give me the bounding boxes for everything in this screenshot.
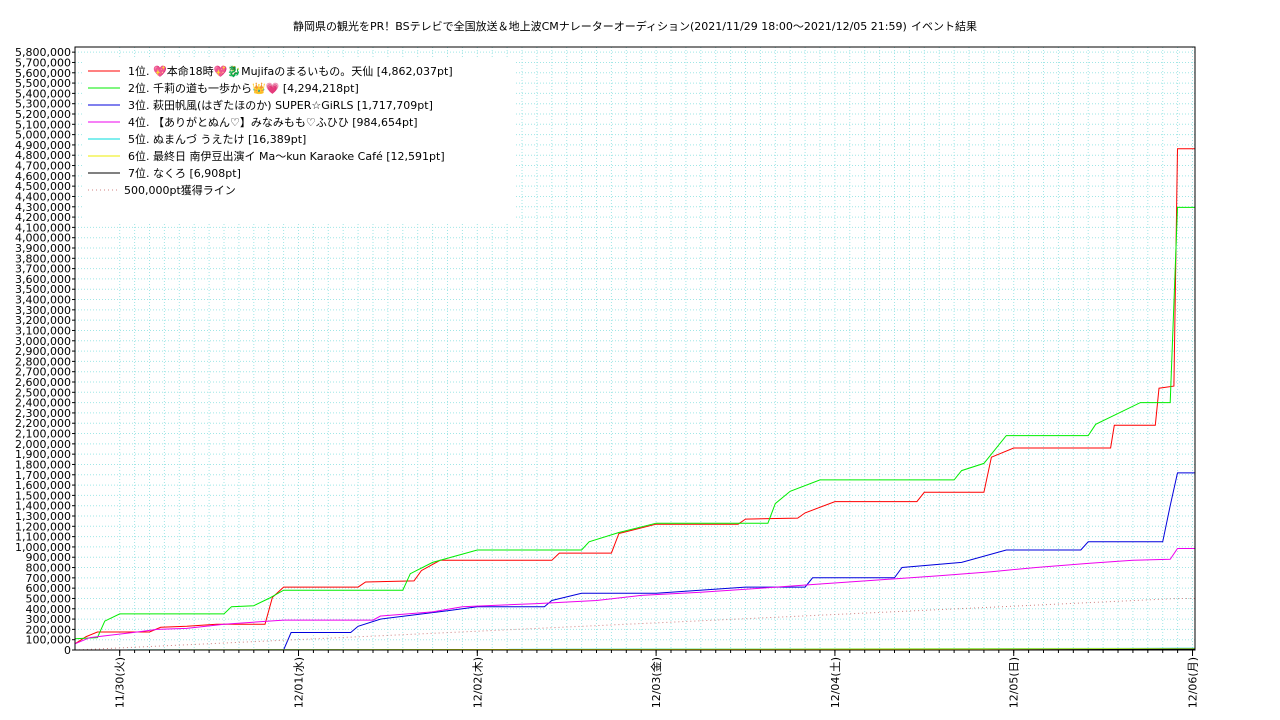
x-tick-label: 12/06(月) xyxy=(1187,657,1200,708)
y-tick-label: 5,700,000 xyxy=(15,56,71,69)
y-tick-label: 2,300,000 xyxy=(15,407,71,420)
y-tick-label: 3,400,000 xyxy=(15,294,71,307)
y-tick-label: 2,000,000 xyxy=(15,438,71,451)
y-tick-label: 1,200,000 xyxy=(15,520,71,533)
y-tick-label: 4,000,000 xyxy=(15,232,71,245)
series-lines xyxy=(74,148,1195,651)
y-tick-label: 3,100,000 xyxy=(15,324,71,337)
y-tick-label: 300,000 xyxy=(26,613,72,626)
y-tick-label: 2,800,000 xyxy=(15,355,71,368)
series-line xyxy=(74,206,1195,640)
y-tick-label: 2,200,000 xyxy=(15,417,71,430)
y-tick-label: 0 xyxy=(64,644,71,657)
y-tick-label: 3,800,000 xyxy=(15,252,71,265)
grid xyxy=(75,47,1195,651)
y-tick-label: 3,900,000 xyxy=(15,242,71,255)
y-tick-label: 4,500,000 xyxy=(15,180,71,193)
legend-box xyxy=(82,58,514,223)
legend-label: 2位. 千莉の道も一歩から👑💗 [4,294,218pt] xyxy=(128,81,359,95)
y-tick-label: 1,600,000 xyxy=(15,479,71,492)
y-tick-label: 1,100,000 xyxy=(15,531,71,544)
y-tick-label: 2,700,000 xyxy=(15,366,71,379)
x-tick-label: 12/01(水) xyxy=(293,657,306,708)
y-tick-label: 1,300,000 xyxy=(15,510,71,523)
y-tick-label: 4,600,000 xyxy=(15,170,71,183)
y-tick-label: 5,100,000 xyxy=(15,118,71,131)
y-tick-label: 1,000,000 xyxy=(15,541,71,554)
x-tick-label: 12/02(木) xyxy=(471,657,484,708)
y-tick-label: 1,800,000 xyxy=(15,458,71,471)
y-tick-label: 800,000 xyxy=(26,562,72,575)
legend-label: 5位. ぬまんづ うえたけ [16,389pt] xyxy=(128,132,306,146)
y-tick-label: 4,800,000 xyxy=(15,149,71,162)
legend-label: 1位. 💖本命18時💖🐉Mujifaのまるいもの。天仙 [4,862,037pt… xyxy=(128,64,453,78)
x-tick-label: 12/03(金) xyxy=(649,657,663,708)
y-tick-label: 1,500,000 xyxy=(15,489,71,502)
y-tick-label: 3,300,000 xyxy=(15,304,71,317)
series-line xyxy=(74,548,1195,645)
series-line xyxy=(75,472,1195,651)
y-axis: 0100,000200,000300,000400,000500,000600,… xyxy=(15,46,75,657)
x-tick-label: 12/05(日) xyxy=(1008,657,1021,708)
y-tick-label: 2,100,000 xyxy=(15,428,71,441)
y-tick-label: 200,000 xyxy=(26,623,72,636)
chart-title: 静岡県の観光をPR！BSテレビで全国放送＆地上波CMナレーターオーディション(2… xyxy=(293,19,907,33)
y-tick-label: 5,200,000 xyxy=(15,108,71,121)
y-tick-label: 400,000 xyxy=(26,603,72,616)
x-tick-label: 12/04(土) xyxy=(829,657,842,708)
legend: 1位. 💖本命18時💖🐉Mujifaのまるいもの。天仙 [4,862,037pt… xyxy=(88,64,453,197)
y-tick-label: 5,400,000 xyxy=(15,87,71,100)
y-tick-label: 4,200,000 xyxy=(15,211,71,224)
y-tick-label: 4,900,000 xyxy=(15,139,71,152)
y-tick-label: 4,400,000 xyxy=(15,190,71,203)
chart-subtitle: イベント結果 xyxy=(911,19,977,33)
y-tick-label: 4,700,000 xyxy=(15,160,71,173)
legend-label: 7位. なくろ [6,908pt] xyxy=(128,166,241,180)
y-tick-label: 2,500,000 xyxy=(15,386,71,399)
y-tick-label: 100,000 xyxy=(26,634,72,647)
legend-label: 4位. 【ありがとぬん♡】みなみもも♡ふひひ [984,654pt] xyxy=(128,115,418,129)
y-tick-label: 2,900,000 xyxy=(15,345,71,358)
y-tick-label: 500,000 xyxy=(26,592,72,605)
y-tick-label: 5,300,000 xyxy=(15,98,71,111)
x-axis: 11/30(火) 12/01(水) 12/02(木) 12/03(金) 12/04(土)… xyxy=(114,650,1200,708)
legend-label: 3位. 萩田帆風(はぎたほのか) SUPER☆GiRLS [1,717,709p… xyxy=(128,98,433,112)
y-tick-label: 5,000,000 xyxy=(15,129,71,142)
y-tick-label: 3,000,000 xyxy=(15,335,71,348)
y-tick-label: 600,000 xyxy=(26,582,72,595)
y-tick-label: 3,200,000 xyxy=(15,314,71,327)
y-tick-label: 3,600,000 xyxy=(15,273,71,286)
y-tick-label: 4,100,000 xyxy=(15,221,71,234)
y-tick-label: 900,000 xyxy=(26,551,72,564)
y-tick-label: 2,400,000 xyxy=(15,397,71,410)
y-tick-label: 4,300,000 xyxy=(15,201,71,214)
legend-label: 500,000pt獲得ライン xyxy=(124,184,236,197)
y-tick-label: 3,700,000 xyxy=(15,263,71,276)
y-tick-label: 5,500,000 xyxy=(15,77,71,90)
y-tick-label: 5,800,000 xyxy=(15,46,71,59)
y-tick-label: 3,500,000 xyxy=(15,283,71,296)
legend-label: 6位. 最終日 南伊豆出演イ Ma〜kun Karaoke Café [12,5… xyxy=(128,149,445,163)
plot-frame xyxy=(74,46,1196,651)
y-tick-label: 5,600,000 xyxy=(15,67,71,80)
y-tick-label: 1,900,000 xyxy=(15,448,71,461)
y-tick-label: 2,600,000 xyxy=(15,376,71,389)
y-tick-label: 1,400,000 xyxy=(15,500,71,513)
y-tick-label: 1,700,000 xyxy=(15,469,71,482)
series-line xyxy=(74,148,1195,645)
x-tick-label: 11/30(火) xyxy=(114,657,127,708)
y-tick-label: 700,000 xyxy=(26,572,72,585)
